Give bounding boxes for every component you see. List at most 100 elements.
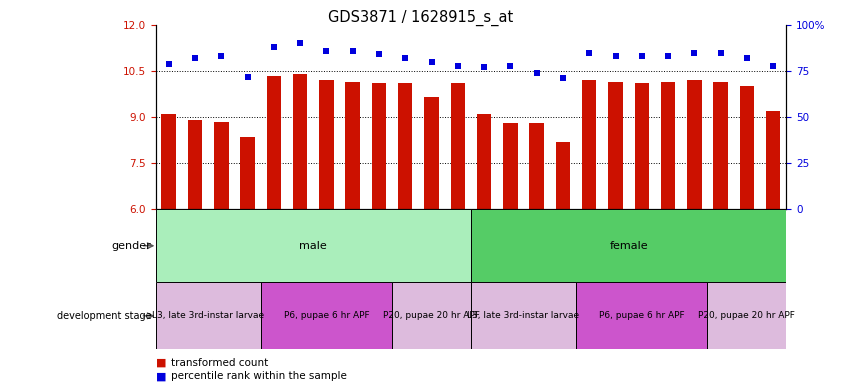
Text: GSM572832: GSM572832 — [347, 212, 357, 268]
Bar — [398, 83, 412, 209]
Point — [556, 75, 569, 81]
Text: GSM572839: GSM572839 — [426, 212, 436, 268]
Text: GSM572831: GSM572831 — [321, 212, 331, 268]
Bar — [766, 111, 780, 209]
Text: GSM572835: GSM572835 — [742, 212, 752, 268]
Bar — [156, 209, 471, 282]
Text: L3, late 3rd-instar larvae: L3, late 3rd-instar larvae — [152, 311, 264, 320]
Point — [766, 63, 780, 69]
Bar — [425, 97, 439, 209]
Bar — [392, 209, 419, 282]
Bar — [707, 282, 786, 349]
Text: GSM572822: GSM572822 — [190, 212, 200, 268]
Text: GSM572827: GSM572827 — [637, 212, 647, 268]
Bar — [471, 209, 786, 282]
Bar — [582, 80, 596, 209]
Point — [162, 61, 176, 67]
Bar — [445, 209, 471, 282]
Point — [425, 59, 438, 65]
Bar — [261, 282, 392, 349]
Point — [399, 55, 412, 61]
Point — [267, 44, 281, 50]
Text: ■: ■ — [156, 371, 166, 381]
Bar — [392, 282, 471, 349]
Bar — [608, 82, 622, 209]
Bar — [209, 209, 235, 282]
Bar — [451, 83, 465, 209]
Text: GSM572825: GSM572825 — [584, 212, 595, 268]
Bar — [681, 209, 707, 282]
Point — [214, 53, 228, 60]
Bar — [661, 82, 675, 209]
Text: GSM572819: GSM572819 — [532, 212, 542, 268]
Bar — [530, 123, 544, 209]
Text: male: male — [299, 241, 327, 251]
Text: GSM572823: GSM572823 — [216, 212, 226, 268]
Text: ■: ■ — [156, 358, 166, 368]
Text: GSM572838: GSM572838 — [400, 212, 410, 268]
Bar — [556, 142, 570, 209]
Bar — [313, 209, 340, 282]
Text: GSM572829: GSM572829 — [269, 212, 279, 268]
Bar — [267, 76, 281, 209]
Bar — [497, 209, 523, 282]
Point — [451, 63, 464, 69]
Text: gender: gender — [112, 241, 151, 251]
Text: GSM572818: GSM572818 — [505, 212, 516, 268]
Text: GSM572830: GSM572830 — [295, 212, 305, 268]
Bar — [503, 123, 517, 209]
Point — [609, 53, 622, 60]
Text: P20, pupae 20 hr APF: P20, pupae 20 hr APF — [383, 311, 480, 320]
Bar — [182, 209, 209, 282]
Text: GSM572824: GSM572824 — [242, 212, 252, 268]
Point — [635, 53, 648, 60]
Point — [688, 50, 701, 56]
Bar — [156, 209, 182, 282]
Bar — [287, 209, 313, 282]
Bar — [477, 114, 491, 209]
Bar — [707, 209, 733, 282]
Point — [294, 40, 307, 46]
Bar — [713, 82, 727, 209]
Text: percentile rank within the sample: percentile rank within the sample — [171, 371, 346, 381]
Point — [661, 53, 674, 60]
Bar — [214, 122, 229, 209]
Bar — [602, 209, 628, 282]
Text: GDS3871 / 1628915_s_at: GDS3871 / 1628915_s_at — [328, 10, 513, 26]
Bar — [740, 86, 754, 209]
Bar — [760, 209, 786, 282]
Text: GSM572836: GSM572836 — [768, 212, 778, 268]
Point — [373, 51, 386, 58]
Bar — [419, 209, 445, 282]
Bar — [241, 137, 255, 209]
Bar — [635, 83, 649, 209]
Bar — [188, 120, 202, 209]
Point — [320, 48, 333, 54]
Text: GSM572826: GSM572826 — [611, 212, 621, 268]
Bar — [687, 80, 701, 209]
Text: female: female — [610, 241, 648, 251]
Bar — [293, 74, 307, 209]
Point — [714, 50, 727, 56]
Text: development stage: development stage — [56, 311, 151, 321]
Text: transformed count: transformed count — [171, 358, 268, 368]
Text: GSM572820: GSM572820 — [558, 212, 568, 268]
Text: GSM572833: GSM572833 — [690, 212, 700, 268]
Bar — [261, 209, 287, 282]
Text: P20, pupae 20 hr APF: P20, pupae 20 hr APF — [699, 311, 796, 320]
Text: P6, pupae 6 hr APF: P6, pupae 6 hr APF — [283, 311, 369, 320]
Point — [504, 63, 517, 69]
Bar — [628, 209, 655, 282]
Bar — [320, 80, 334, 209]
Bar — [340, 209, 366, 282]
Bar — [235, 209, 261, 282]
Bar — [346, 82, 360, 209]
Bar — [655, 209, 681, 282]
Bar — [576, 282, 707, 349]
Bar — [550, 209, 576, 282]
Text: GSM572840: GSM572840 — [452, 212, 463, 268]
Bar — [471, 209, 497, 282]
Point — [346, 48, 359, 54]
Bar — [471, 282, 576, 349]
Bar — [156, 282, 261, 349]
